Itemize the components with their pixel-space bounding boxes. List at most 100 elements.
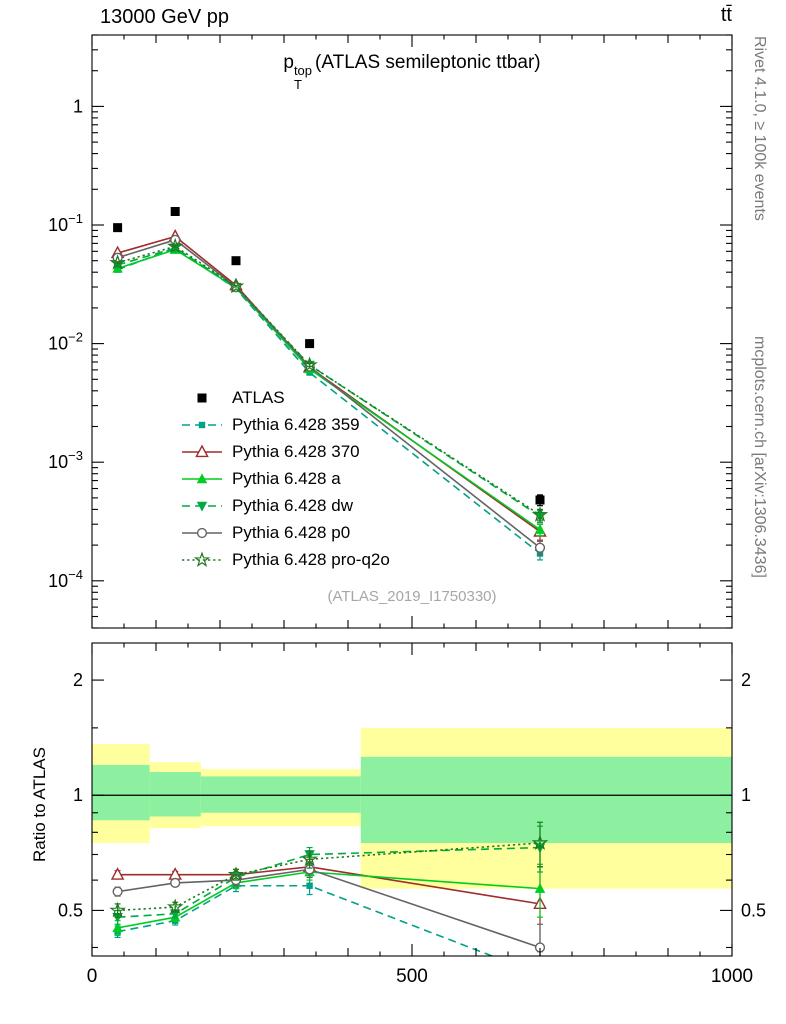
y-tick-base: 10 [48, 215, 68, 235]
observable-script: top T [294, 64, 312, 91]
legend-label: ATLAS [232, 387, 285, 407]
legend-label: Pythia 6.428 370 [232, 441, 360, 461]
legend-item-pythia-dw: Pythia 6.428 dw [180, 492, 390, 519]
legend-swatch-group [197, 393, 207, 402]
marker-triangle-open [110, 867, 125, 880]
legend-swatch-canvas [182, 550, 222, 567]
y-tick-label: 10−2 [48, 330, 83, 354]
marker-square-filled [113, 223, 123, 233]
legend-label: Pythia 6.428 dw [232, 495, 353, 515]
process-label: tt̄ [720, 4, 732, 26]
legend-swatch-group [182, 444, 222, 457]
ratio-tick-label-right: 1 [741, 785, 751, 805]
beam-energy-label: 13000 GeV pp [100, 6, 229, 28]
legend-swatch-pythia-dw [180, 497, 224, 515]
marker-star-open [301, 850, 318, 867]
legend-label: Pythia 6.428 p0 [232, 522, 351, 542]
ratio-panel-series [109, 821, 549, 977]
legend-swatch-group [182, 421, 222, 428]
marker-square-small [537, 971, 543, 977]
legend-swatch-canvas [182, 421, 222, 428]
y-tick-exponent: −2 [68, 330, 83, 345]
legend-label: Pythia 6.428 359 [232, 414, 360, 434]
observable-subscript: T [293, 76, 302, 92]
analysis-watermark: (ATLAS_2019_I1750330) [327, 588, 497, 605]
legend-swatch-atlas [180, 389, 224, 407]
marker-triangle-filled [534, 524, 546, 534]
plot-title-rest: (ATLAS semileptonic ttbar) [315, 52, 541, 73]
legend-swatch-canvas [182, 527, 222, 538]
x-tick-label: 500 [396, 966, 428, 987]
marker-square-filled [535, 495, 545, 505]
y-tick-label: 10−1 [48, 211, 83, 235]
marker-star-open [301, 356, 318, 372]
marker-star-open [166, 237, 184, 254]
ratio-axis-title: Ratio to ATLAS [30, 747, 49, 862]
marker-square-filled [305, 339, 315, 349]
legend-swatch-group [182, 501, 222, 512]
legend-item-pythia-pro-q2o: Pythia 6.428 pro-q2o [180, 546, 390, 573]
marker-star-open [193, 550, 211, 567]
marker-square-filled [170, 206, 180, 216]
ratio-tick-label-left: 1 [73, 785, 83, 805]
plot-title: p top T (ATLAS semileptonic ttbar) [92, 52, 732, 91]
marker-square-small [306, 882, 313, 889]
observable-symbol: p [283, 52, 294, 73]
marker-star-open [531, 506, 549, 522]
y-tick-exponent: −1 [68, 211, 83, 226]
observable-superscript: top [293, 63, 313, 78]
ratio-tick-label-left: 2 [73, 670, 83, 690]
legend: ATLAS Pythia 6.428 359 Pythia 6.428 370 … [180, 384, 390, 573]
legend-swatch-canvas [182, 472, 222, 483]
legend-label: Pythia 6.428 pro-q2o [232, 549, 390, 569]
marker-star-open [227, 277, 245, 294]
legend-swatch-group [182, 527, 222, 538]
legend-swatch-pythia-359 [180, 416, 224, 434]
green-band [92, 764, 150, 821]
y-tick-base: 10 [48, 452, 68, 472]
x-tick-label: 1000 [711, 966, 753, 987]
marker-circle-open [196, 527, 208, 538]
series-line [117, 842, 541, 912]
marker-circle-open [170, 877, 181, 889]
ratio-tick-label-right: 0.5 [741, 900, 766, 920]
marker-triangle-filled [112, 922, 123, 933]
x-tick-label: 0 [87, 966, 98, 987]
legend-swatch-group [182, 472, 222, 483]
marker-triangle-filled [534, 883, 546, 893]
legend-item-pythia-370: Pythia 6.428 370 [180, 438, 390, 465]
y-tick-exponent: −4 [68, 567, 83, 582]
legend-swatch-pythia-a [180, 470, 224, 488]
marker-circle-open [534, 542, 546, 553]
legend-swatch-group [182, 550, 222, 567]
marker-square-small [198, 421, 206, 428]
marker-triangle-open [195, 444, 209, 457]
legend-swatch-canvas [197, 393, 207, 402]
legend-label: Pythia 6.428 a [232, 468, 341, 488]
marker-star-open [531, 834, 549, 850]
series-line [117, 884, 495, 956]
ratio-tick-label-left: 0.5 [58, 900, 83, 920]
legend-item-pythia-359: Pythia 6.428 359 [180, 411, 390, 438]
legend-item-pythia-a: Pythia 6.428 a [180, 465, 390, 492]
marker-star-open [227, 866, 245, 882]
legend-swatch-pythia-pro-q2o [180, 550, 224, 569]
green-band [360, 756, 732, 844]
marker-square-filled [231, 256, 241, 266]
marker-triangle-down [196, 501, 208, 512]
green-band [149, 772, 201, 817]
marker-star-open [109, 254, 126, 270]
main-panel-series [109, 206, 549, 561]
marker-circle-open [112, 886, 123, 897]
green-band [200, 776, 361, 813]
marker-star-open [166, 898, 184, 915]
y-tick-base: 10 [48, 571, 68, 591]
y-tick-label: 10−3 [48, 448, 83, 472]
legend-swatch-pythia-p0 [180, 524, 224, 542]
marker-square-filled [197, 393, 207, 402]
marker-triangle-open [168, 867, 182, 880]
ratio-tick-label-right: 2 [741, 670, 751, 690]
axes [91, 34, 733, 957]
